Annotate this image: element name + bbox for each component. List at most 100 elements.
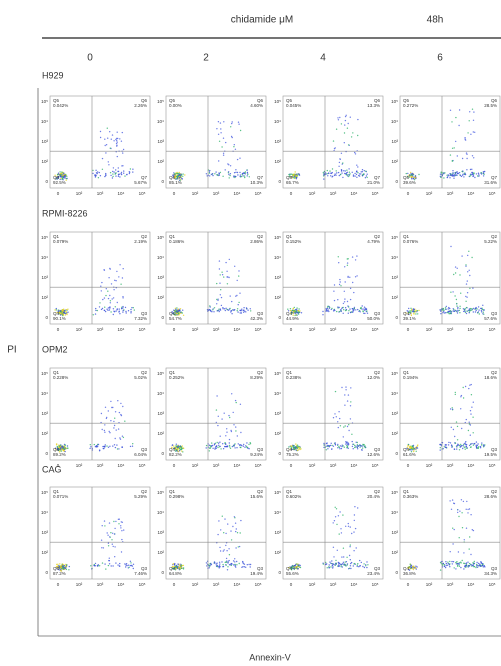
event-dot [59,313,61,315]
quadrant-percent: 31.6% [484,180,497,185]
event-dot [173,175,175,177]
event-dot [93,565,96,567]
quadrant-percent: 20.4% [367,494,380,499]
event-dot [296,175,298,178]
event-dot [466,310,468,312]
quadrant-name: Q6 [374,98,381,103]
event-dot [116,131,118,133]
event-dot [125,563,128,565]
event-dot [296,307,298,309]
quadrant-percent: 87.2% [53,571,66,576]
event-dot [220,132,222,134]
event-dot [119,562,121,565]
event-dot [330,562,332,565]
event-dot [348,175,350,178]
event-dot [293,173,295,175]
event-dot [339,511,341,513]
x-tick-label: 10⁵ [489,463,496,468]
event-dot [125,566,127,568]
y-tick-label: 0 [161,179,164,184]
row-label: H929 [42,70,64,80]
event-dot [365,175,368,177]
event-dot [112,565,114,567]
event-dot [132,563,135,565]
event-dot [240,431,242,434]
event-dot [445,562,448,565]
event-dot [60,565,62,567]
event-dot [469,310,471,312]
event-dot [107,564,110,567]
event-dot [357,448,359,450]
event-dot [334,443,336,445]
event-dot [356,441,358,444]
event-dot [410,451,413,453]
event-dot [229,165,232,167]
event-dot [347,525,350,527]
event-dot [182,309,184,311]
event-dot [355,170,358,172]
event-dot [352,565,354,567]
event-dot [228,414,230,417]
x-tick-label: 0 [57,327,60,332]
event-dot [293,309,295,312]
event-dot [290,310,292,312]
event-dot [107,297,110,300]
x-tick-label: 0 [290,582,293,587]
event-dot [465,566,467,569]
event-dot [56,565,58,568]
event-dot [131,445,134,447]
event-dot [120,283,122,285]
event-dot [113,140,115,142]
event-dot [100,539,103,541]
event-dot [65,179,67,181]
event-dot [340,566,342,568]
event-dot [291,448,293,451]
event-dot [227,309,230,311]
event-dot [61,309,63,312]
event-dot [356,176,358,178]
event-dot [65,568,68,571]
event-dot [406,446,409,448]
event-dot [110,400,112,403]
event-dot [222,137,225,139]
event-dot [97,177,100,179]
event-dot [477,443,479,445]
event-dot [176,447,179,449]
event-dot [240,312,243,314]
event-dot [476,444,479,447]
event-dot [174,176,176,178]
event-dot [218,520,220,522]
event-dot [208,447,211,449]
event-dot [95,169,97,171]
event-dot [114,306,117,308]
event-dot [236,310,238,312]
event-dot [235,530,237,533]
event-dot [468,312,470,314]
event-dot [219,441,221,443]
event-dot [472,174,474,176]
event-dot [456,448,458,450]
event-dot [107,446,110,448]
event-dot [340,563,342,566]
event-dot [104,431,106,433]
event-dot [94,562,97,565]
event-dot [330,175,332,177]
event-dot [101,307,104,310]
quadrant-percent: 12.0% [367,375,380,380]
event-dot [248,448,250,450]
event-dot [176,449,178,451]
event-dot [62,171,64,174]
event-dot [348,310,350,312]
event-dot [236,308,239,310]
event-dot [60,450,63,452]
event-dot [471,442,473,445]
event-dot [410,307,412,309]
event-dot [340,528,342,530]
x-tick-label: 10⁵ [139,327,146,332]
event-dot [59,447,61,449]
event-dot [467,508,469,511]
event-dot [463,172,466,174]
quadrant-name: Q3 [491,311,498,316]
event-dot [230,564,232,567]
event-dot [239,175,241,178]
